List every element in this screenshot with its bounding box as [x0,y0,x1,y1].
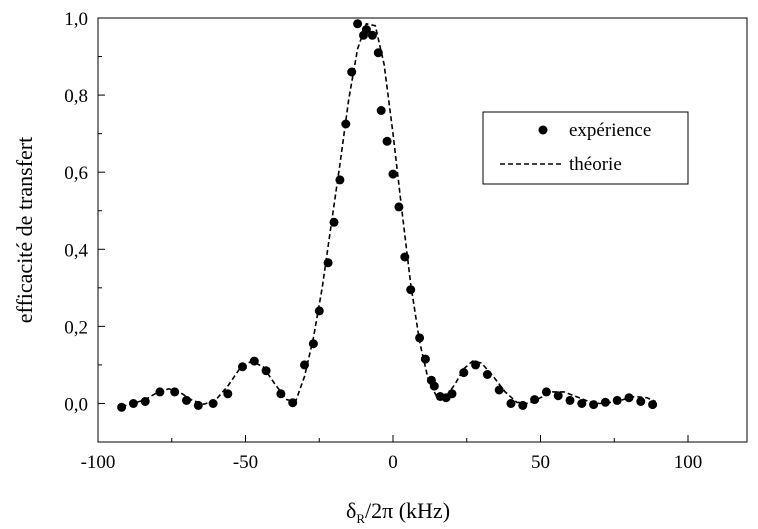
data-point [482,370,492,379]
data-point [347,67,357,77]
data-point [288,398,298,408]
data-point [170,387,180,397]
y-axis-title: efficacité de transfert [12,137,37,323]
data-point [335,175,345,185]
x-tick-label: 100 [674,452,703,473]
data-point [565,395,575,405]
x-tick-label: 50 [531,452,550,473]
data-point [155,387,165,397]
legend-box [482,111,689,185]
data-point [353,19,363,29]
y-tick-label: 0,4 [64,240,88,261]
y-tick-label: 0,6 [64,163,88,184]
data-point [308,339,318,349]
x-tick-label: 0 [388,452,398,473]
legend-label-experience: expérience [569,120,651,141]
data-point [261,366,271,376]
data-point [128,399,138,408]
data-point [388,169,398,179]
data-point [553,391,563,401]
data-point [518,400,528,410]
data-point [494,385,504,395]
data-point [624,393,634,403]
y-axis: 0,0 0,2 0,4 0,6 0,8 1,0 [64,9,105,415]
series-theorie [121,22,656,408]
data-point [447,389,457,399]
data-point [429,381,439,391]
data-point [238,362,247,372]
data-point [636,397,646,406]
x-tick-label: -50 [233,452,258,473]
data-point [329,217,339,227]
data-point [323,258,333,268]
data-point [373,48,383,58]
data-point [361,25,371,35]
data-point [506,399,516,408]
data-point [314,306,324,316]
x-axis-title: δR/2π (kHz) [346,498,450,526]
series-experience [117,19,658,412]
x-axis: -100 -50 0 50 100 [81,435,703,473]
y-tick-label: 0,0 [64,394,88,415]
data-point [249,356,259,366]
data-point [193,400,203,410]
data-point [541,387,551,397]
legend-marker-experience [538,125,548,135]
data-point [376,106,386,115]
data-point [182,395,191,405]
data-point [140,397,150,406]
data-point [589,400,599,410]
data-point [276,389,286,399]
legend: expérience théorie [482,111,689,185]
data-point [367,30,377,40]
theory-curve [121,22,656,408]
data-point [300,360,309,370]
data-point [223,389,233,399]
data-point [382,136,392,146]
data-point [577,399,587,408]
data-point [415,333,425,343]
data-point [600,397,610,407]
data-point [612,395,622,405]
data-point [208,399,218,408]
data-point [459,368,469,378]
legend-label-theorie: théorie [569,154,622,175]
data-point [420,354,430,364]
data-point [117,402,127,412]
y-tick-label: 1,0 [64,9,88,30]
data-point [648,400,658,410]
x-tick-label: -100 [81,452,116,473]
y-tick-label: 0,2 [64,317,88,338]
data-point [471,360,481,370]
plot-area [97,17,748,443]
data-point [530,395,540,405]
plot-frame [97,17,748,443]
data-point [394,202,404,212]
data-point [341,119,351,129]
y-tick-label: 0,8 [64,86,88,107]
data-point [406,285,416,295]
data-point [400,252,410,262]
